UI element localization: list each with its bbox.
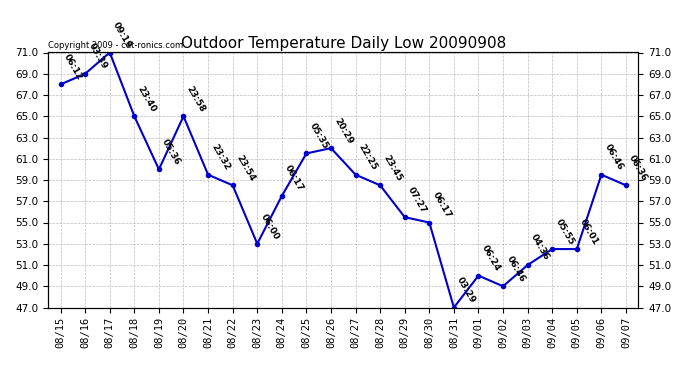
Text: 04:36: 04:36 [529,233,551,262]
Text: 22:25: 22:25 [357,142,379,172]
Text: 03:39: 03:39 [86,42,108,71]
Text: 06:36: 06:36 [627,153,649,183]
Text: 06:01: 06:01 [578,217,600,246]
Text: 06:00: 06:00 [259,212,281,241]
Text: 23:45: 23:45 [382,153,404,183]
Text: 05:36: 05:36 [160,137,182,166]
Text: 05:55: 05:55 [553,217,575,246]
Text: 06:12: 06:12 [62,53,84,82]
Title: Outdoor Temperature Daily Low 20090908: Outdoor Temperature Daily Low 20090908 [181,36,506,51]
Text: 07:27: 07:27 [406,185,428,214]
Text: 06:46: 06:46 [504,254,526,284]
Text: 09:19: 09:19 [111,20,133,50]
Text: 06:46: 06:46 [603,142,625,172]
Text: 06:17: 06:17 [283,164,305,193]
Text: 06:17: 06:17 [431,190,453,220]
Text: 20:29: 20:29 [333,116,355,146]
Text: 23:32: 23:32 [210,142,232,172]
Text: 23:54: 23:54 [234,153,256,183]
Text: 23:40: 23:40 [136,84,158,114]
Text: 03:29: 03:29 [455,275,477,305]
Text: 06:24: 06:24 [480,243,502,273]
Text: Copyright 2009 - cdt-ronics.com: Copyright 2009 - cdt-ronics.com [48,41,184,50]
Text: 23:58: 23:58 [185,84,207,114]
Text: 05:35: 05:35 [308,122,330,151]
